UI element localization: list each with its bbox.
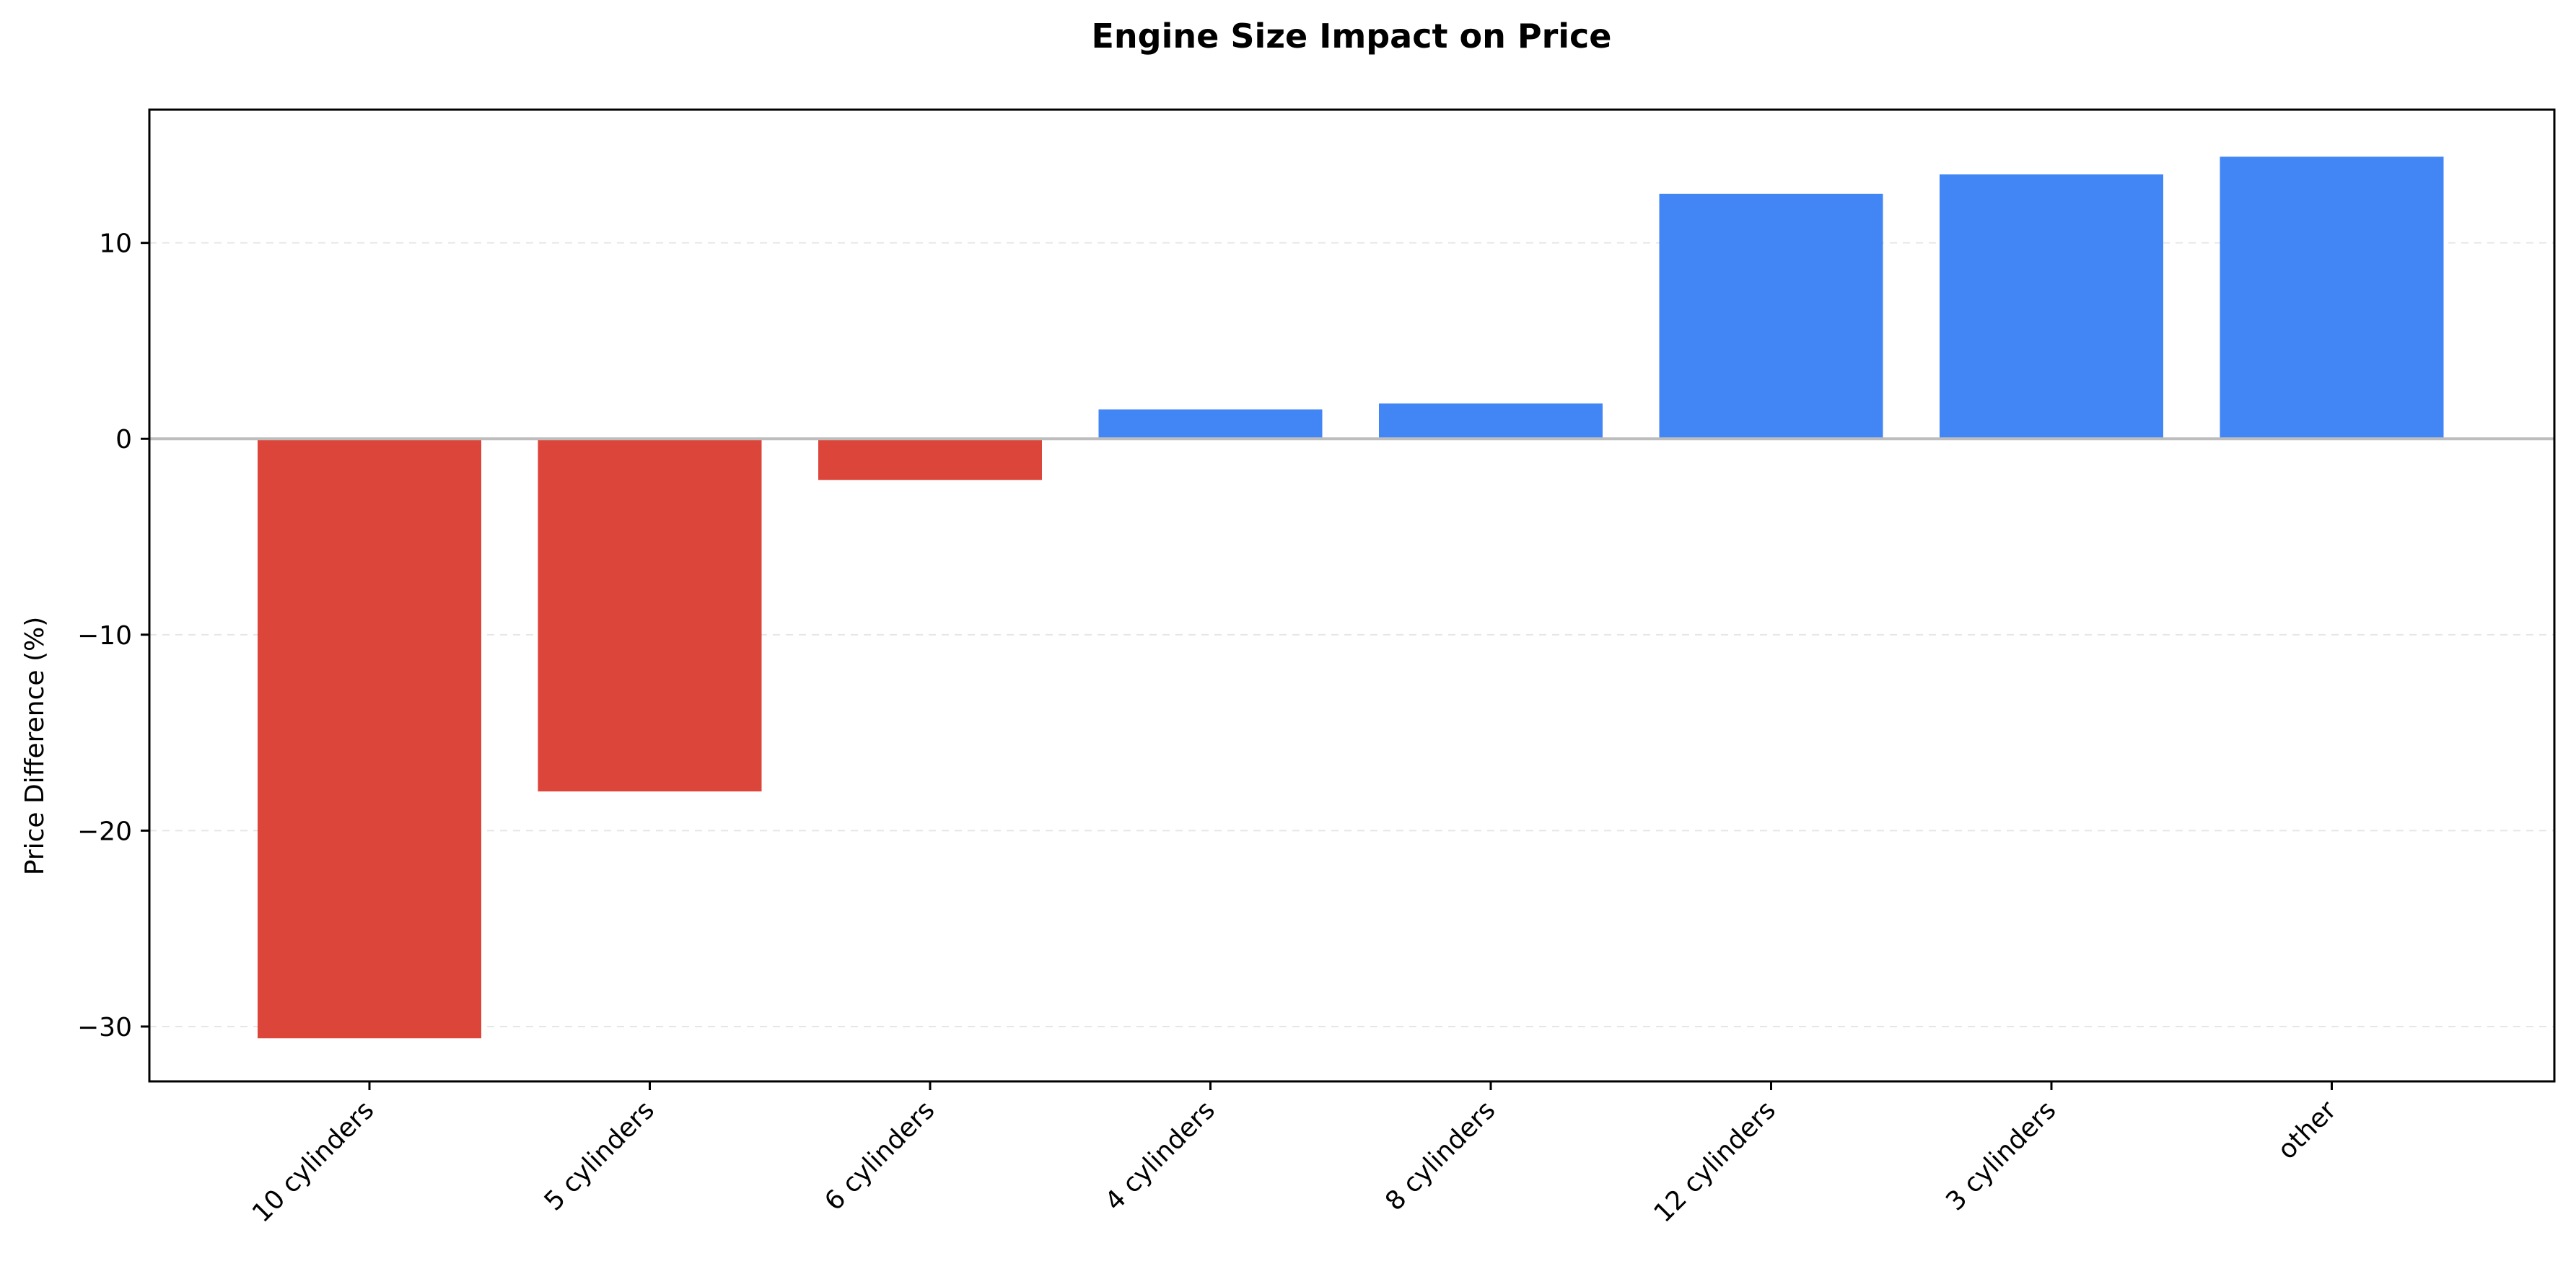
bar-3-cylinders xyxy=(1940,174,2163,439)
y-tick-label: −10 xyxy=(77,621,132,651)
x-tick-label: 4 cylinders xyxy=(1100,1095,1221,1216)
bars xyxy=(149,157,2554,1039)
x-tick-label: 3 cylinders xyxy=(1940,1095,2062,1216)
bar-4-cylinders xyxy=(1098,409,1323,439)
x-axis-ticks: 10 cylinders 5 cylinders 6 cylinders 4 cyli… xyxy=(247,1081,2342,1229)
plot-frame xyxy=(148,108,2556,1083)
bar-other xyxy=(2220,157,2444,439)
grid-lines xyxy=(149,242,2554,1027)
x-tick-label: 6 cylinders xyxy=(819,1095,940,1216)
bar-6-cylinders xyxy=(818,439,1042,480)
y-tick-label: −30 xyxy=(77,1013,132,1042)
bar-12-cylinders xyxy=(1659,193,1883,439)
y-axis-label: Price Difference (%) xyxy=(20,617,50,876)
x-tick-label: 12 cylinders xyxy=(1648,1095,1781,1228)
bar-5-cylinders xyxy=(538,439,762,792)
y-tick-label: 10 xyxy=(99,229,132,259)
y-axis-ticks: 10 0 −10 −20 −30 xyxy=(77,229,149,1042)
x-tick-label: 10 cylinders xyxy=(247,1095,380,1228)
x-tick-label: 8 cylinders xyxy=(1380,1095,1501,1216)
bar-10-cylinders xyxy=(258,439,481,1039)
y-tick-label: 0 xyxy=(115,425,132,454)
x-tick-label: 5 cylinders xyxy=(539,1095,660,1216)
chart-title: Engine Size Impact on Price xyxy=(1092,17,1612,56)
bar-8-cylinders xyxy=(1379,403,1603,439)
y-tick-label: −20 xyxy=(77,817,132,846)
x-tick-label: other xyxy=(2272,1095,2342,1165)
